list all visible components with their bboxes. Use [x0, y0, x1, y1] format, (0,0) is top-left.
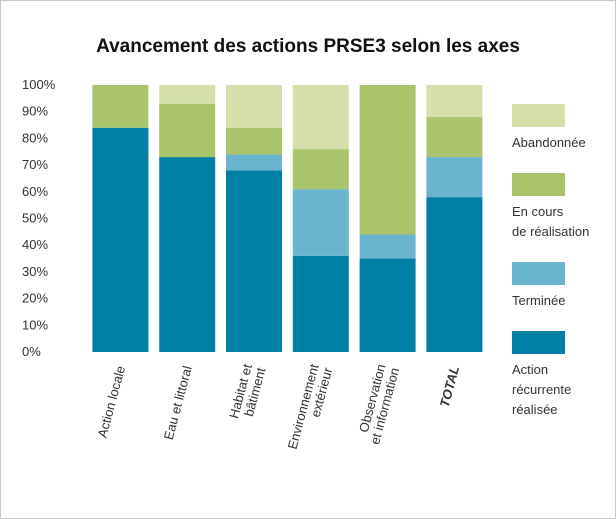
- bar-segment: [226, 127, 282, 155]
- legend-label: En cours: [512, 204, 564, 219]
- y-tick-label: 60%: [22, 184, 48, 199]
- bar-segment: [292, 149, 349, 190]
- bar-segment: [159, 157, 216, 352]
- y-tick-label: 70%: [22, 157, 48, 172]
- bar-segment: [359, 85, 416, 235]
- legend-label: Abandonnée: [512, 135, 586, 150]
- y-tick-label: 30%: [22, 264, 48, 279]
- bar-segment: [359, 258, 416, 352]
- bar-segment: [426, 85, 483, 118]
- y-tick-label: 50%: [22, 211, 48, 226]
- bar-segment: [159, 85, 216, 104]
- bar-segment: [426, 117, 483, 158]
- y-tick-label: 10%: [22, 317, 48, 332]
- y-tick-label: 90%: [22, 104, 48, 119]
- bar-segment: [292, 85, 349, 150]
- legend-label: de réalisation: [512, 224, 589, 239]
- y-tick-label: 20%: [22, 291, 48, 306]
- bar-segment: [426, 157, 483, 198]
- bar-segment: [426, 197, 483, 352]
- legend-swatch: [512, 173, 565, 196]
- y-tick-label: 0%: [22, 344, 41, 359]
- legend-label: réalisée: [512, 402, 558, 417]
- bar-segment: [226, 154, 282, 171]
- y-tick-label: 80%: [22, 130, 48, 145]
- bar-segment: [359, 234, 416, 259]
- legend-swatch: [512, 331, 565, 354]
- legend-swatch: [512, 104, 565, 127]
- bar-segment: [159, 103, 216, 158]
- legend-swatch: [512, 262, 565, 285]
- bar-segment: [92, 127, 149, 352]
- y-tick-label: 40%: [22, 237, 48, 252]
- bar-segment: [226, 170, 282, 352]
- legend-label: récurrente: [512, 382, 571, 397]
- bar-segment: [226, 85, 282, 128]
- bar-segment: [92, 85, 149, 128]
- legend-label: Terminée: [512, 293, 565, 308]
- chart-title: Avancement des actions PRSE3 selon les a…: [96, 36, 520, 57]
- bar-segment: [292, 255, 349, 352]
- bar-segment: [292, 189, 349, 256]
- y-tick-label: 100%: [22, 77, 56, 92]
- legend-label: Action: [512, 362, 548, 377]
